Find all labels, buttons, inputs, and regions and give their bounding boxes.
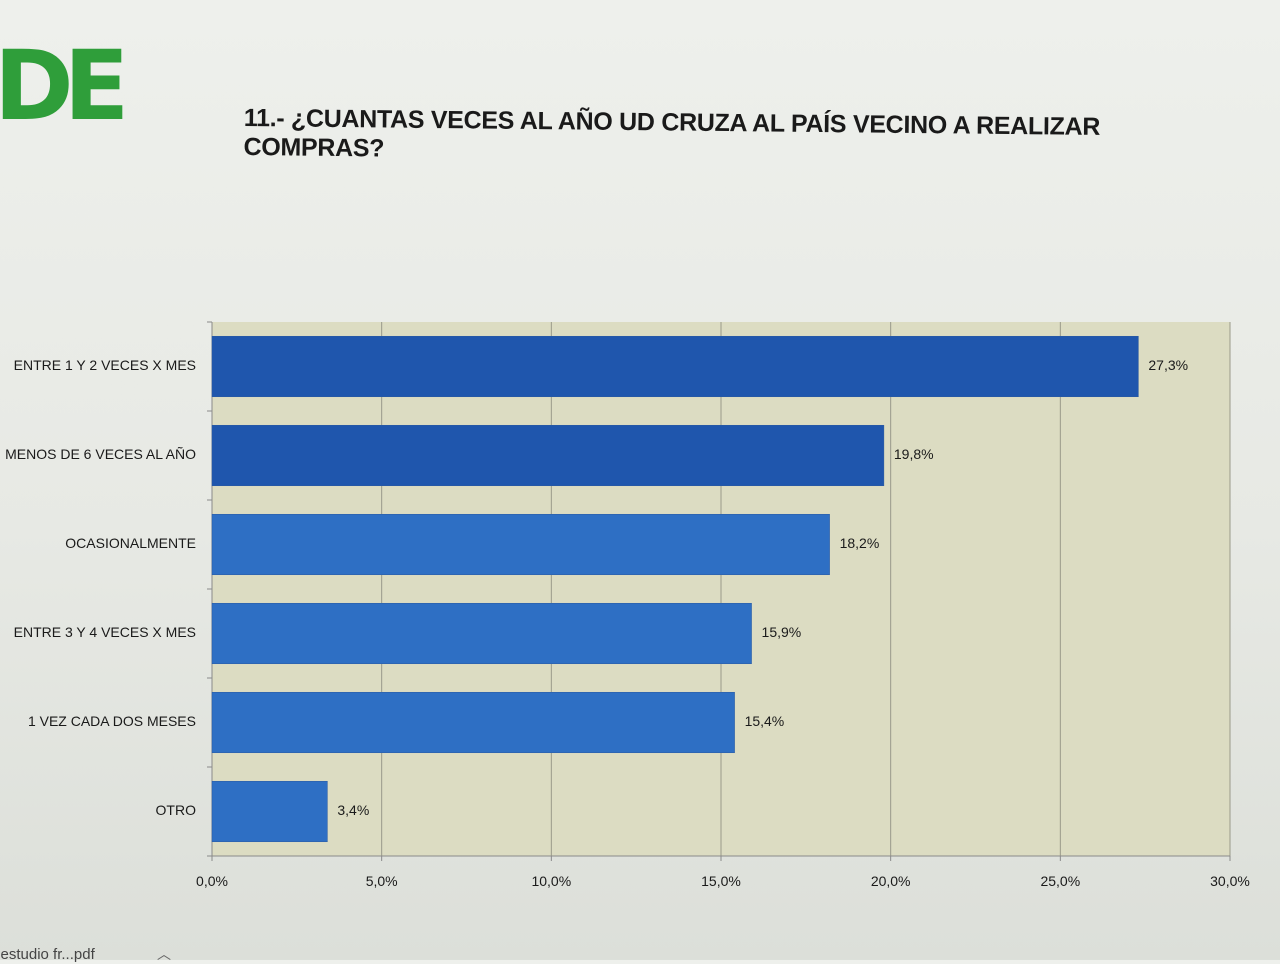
- category-label: ENTRE 1 Y 2 VECES X MES: [14, 357, 196, 373]
- category-label: ENTRE 3 Y 4 VECES X MES: [14, 624, 196, 640]
- bar: [211, 780, 328, 843]
- x-tick-label: 25,0%: [1040, 873, 1080, 889]
- category-label: 1 VEZ CADA DOS MESES: [28, 713, 196, 729]
- data-label: 15,9%: [762, 624, 802, 640]
- data-label: 27,3%: [1148, 357, 1188, 373]
- data-label: 15,4%: [745, 713, 785, 729]
- category-label: MENOS DE 6 VECES AL AÑO: [5, 446, 196, 462]
- bar: [211, 602, 752, 665]
- page-title: 11.- ¿CUANTAS VECES AL AÑO UD CRUZA AL P…: [243, 104, 1101, 163]
- bar-chart: ENTRE 1 Y 2 VECES X MES 27,3% MENOS DE 6 V…: [5, 321, 1250, 889]
- bar: [211, 335, 1139, 398]
- x-tick-label: 5,0%: [366, 873, 398, 889]
- chevron-up-icon[interactable]: ︿: [157, 947, 171, 963]
- logo: DE: [0, 30, 129, 142]
- x-tick-label: 0,0%: [196, 873, 228, 889]
- x-tick-label: 15,0%: [701, 873, 741, 889]
- x-tick-label: 20,0%: [871, 873, 911, 889]
- data-label: 19,8%: [894, 446, 934, 462]
- bar: [211, 424, 885, 487]
- data-label: 3,4%: [337, 802, 369, 818]
- category-label: OCASIONALMENTE: [65, 535, 196, 551]
- bar: [211, 513, 830, 576]
- x-tick-label: 30,0%: [1210, 873, 1250, 889]
- category-label: OTRO: [156, 802, 197, 818]
- x-tick-label: 10,0%: [531, 873, 571, 889]
- plot-area: ENTRE 1 Y 2 VECES X MES 27,3% MENOS DE 6 V…: [5, 321, 1250, 889]
- data-label: 18,2%: [840, 535, 880, 551]
- download-tab-label[interactable]: e estudio fr...pdf: [0, 946, 95, 963]
- bar: [211, 691, 735, 754]
